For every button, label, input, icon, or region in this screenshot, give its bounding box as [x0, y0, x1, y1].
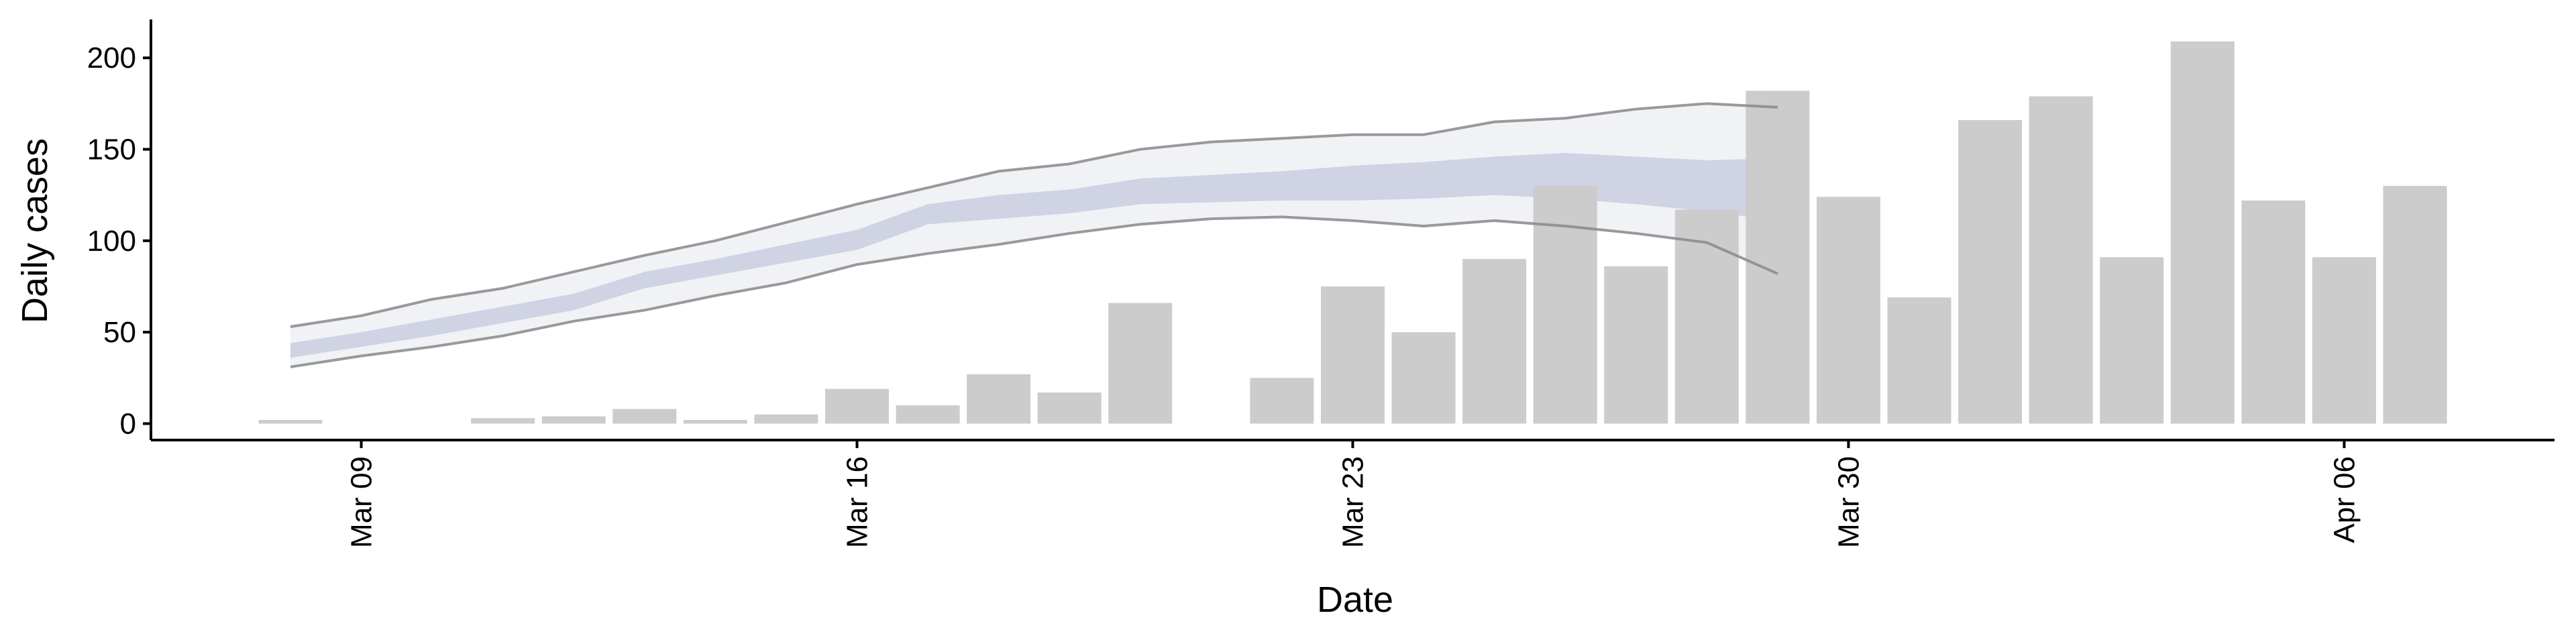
bar	[1604, 266, 1668, 424]
band	[290, 153, 1778, 358]
bar	[612, 409, 677, 424]
bar	[1108, 303, 1173, 424]
y-tick-label: 100	[87, 225, 136, 258]
bar	[1391, 332, 1456, 424]
y-tick-label: 50	[103, 316, 136, 349]
bar	[2170, 41, 2235, 424]
bar	[683, 420, 747, 424]
x-tick-label: Apr 06	[2328, 456, 2361, 543]
bar	[1746, 91, 1810, 424]
bar	[1320, 286, 1385, 424]
bar	[1816, 197, 1880, 424]
bar	[1887, 297, 1951, 424]
bar	[1037, 392, 1102, 424]
x-tick-label: Mar 09	[345, 456, 378, 548]
y-tick-label: 0	[120, 407, 136, 440]
y-tick-label: 200	[87, 42, 136, 74]
bar	[1674, 209, 1739, 424]
bar	[258, 420, 323, 424]
bar	[896, 405, 960, 424]
x-axis-title: Date	[1317, 580, 1393, 620]
band-line	[290, 215, 1778, 368]
bar	[967, 374, 1031, 424]
bar	[2100, 257, 2164, 424]
bar	[471, 418, 535, 424]
bar	[2383, 186, 2447, 424]
bar	[1958, 119, 2023, 424]
bar	[825, 388, 890, 424]
band-line	[290, 102, 1778, 328]
bar	[541, 416, 606, 424]
x-tick-label: Mar 30	[1832, 456, 1865, 548]
y-axis-title: Daily cases	[15, 138, 55, 323]
y-tick-label: 150	[87, 133, 136, 166]
bar	[2312, 257, 2376, 424]
x-tick-label: Mar 23	[1337, 456, 1370, 548]
bar	[1462, 259, 1527, 424]
bar	[754, 414, 818, 424]
bar	[2029, 96, 2093, 424]
bar	[2241, 200, 2306, 424]
bar	[1533, 186, 1597, 424]
bar	[1250, 378, 1314, 424]
x-tick-label: Mar 16	[841, 456, 874, 548]
